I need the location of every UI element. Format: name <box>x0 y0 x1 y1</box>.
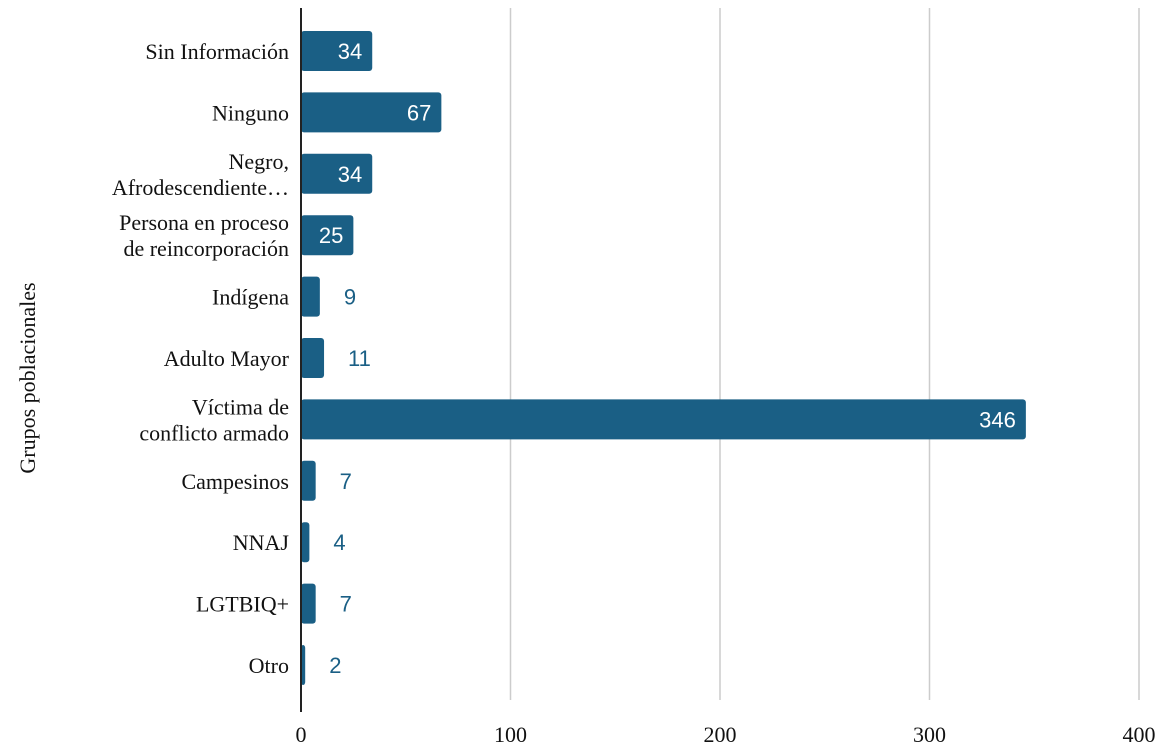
category-label: conflicto armado <box>139 420 289 445</box>
bar <box>301 276 320 317</box>
bar <box>301 460 316 501</box>
category-label: Otro <box>249 653 289 678</box>
data-label: 7 <box>340 469 352 494</box>
category-label: Adulto Mayor <box>164 346 290 371</box>
category-label: Víctima de <box>192 394 289 419</box>
bar <box>301 215 354 256</box>
data-label: 2 <box>329 653 341 678</box>
data-label: 9 <box>344 285 356 310</box>
bar <box>301 522 310 563</box>
x-tick-label: 400 <box>1123 722 1156 745</box>
bar <box>301 31 373 71</box>
data-label: 346 <box>979 407 1016 432</box>
x-tick-label: 300 <box>913 722 946 745</box>
category-label: Afrodescendiente… <box>112 175 289 200</box>
x-tick-label: 0 <box>296 722 307 745</box>
bar <box>301 399 1026 440</box>
bar <box>301 92 442 133</box>
x-tick-label: 100 <box>494 722 527 745</box>
category-label: Campesinos <box>181 469 289 494</box>
x-tick-label: 200 <box>704 722 737 745</box>
data-label: 34 <box>338 162 362 187</box>
y-axis-title: Grupos poblacionales <box>15 282 40 473</box>
category-label: Indígena <box>212 285 289 310</box>
bar <box>301 153 373 194</box>
data-label: 11 <box>348 346 371 371</box>
data-label: 67 <box>407 100 431 125</box>
gridlines <box>509 8 1140 700</box>
labels: 0 100 200 300 400 34 Sin Información 67 Ninguno 3… <box>112 39 1156 745</box>
category-label: Sin Información <box>145 39 289 64</box>
category-label: NNAJ <box>233 530 290 555</box>
data-label: 34 <box>338 39 362 64</box>
category-label: Persona en proceso <box>119 210 289 235</box>
data-label: 7 <box>340 592 352 617</box>
bars <box>301 31 1026 685</box>
category-label: LGTBIQ+ <box>196 592 289 617</box>
category-label: de reincorporación <box>123 236 289 261</box>
data-label: 25 <box>319 223 343 248</box>
category-label: Ninguno <box>212 100 289 125</box>
bar <box>301 338 325 378</box>
bar <box>301 583 316 624</box>
data-label: 4 <box>333 530 345 555</box>
bar <box>301 645 306 685</box>
category-label: Negro, <box>229 149 289 174</box>
